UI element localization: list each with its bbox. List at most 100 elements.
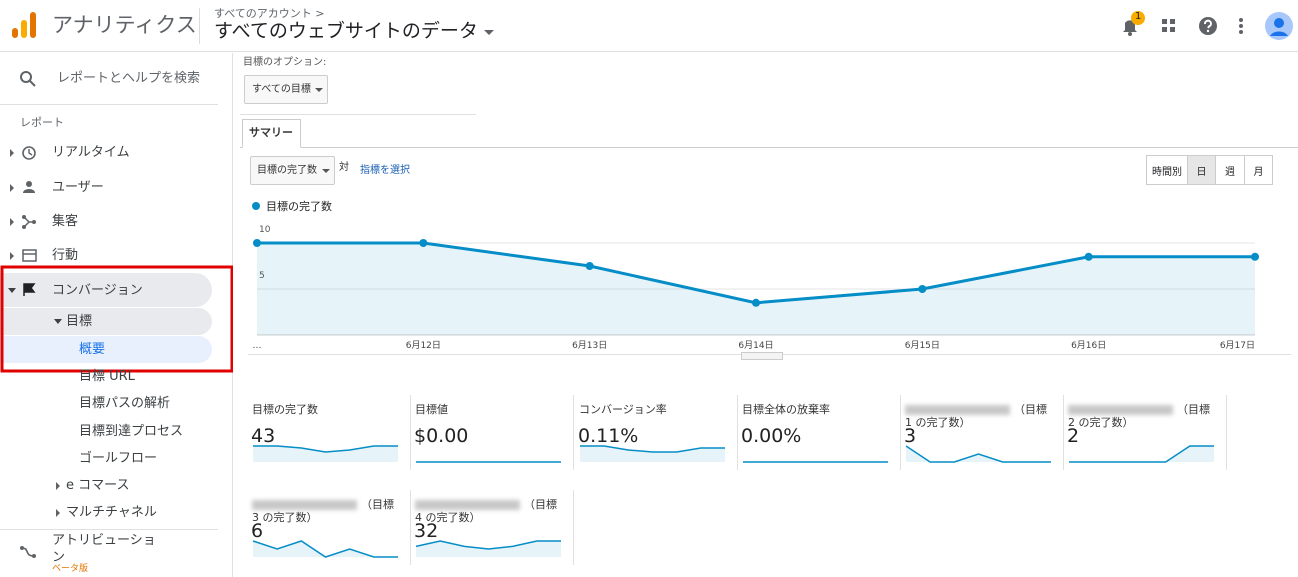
period-button[interactable]: 時間別 <box>1146 155 1188 185</box>
tab-label: サマリー <box>249 126 293 139</box>
metric-value: 2 <box>1067 425 1080 447</box>
sidebar-icons <box>0 146 233 558</box>
metric-label: 目標全体の放棄率 <box>742 403 892 416</box>
nav-item[interactable]: アトリビューション <box>52 533 156 565</box>
dropdown-arrow <box>322 169 330 173</box>
tab[interactable] <box>242 119 301 148</box>
metric-dropdown[interactable] <box>250 156 335 185</box>
x-tick-label: 6月16日 <box>1071 340 1106 351</box>
breadcrumb[interactable]: すべてのアカウント > <box>214 7 325 20</box>
metric-label-text: 目標の完了数 <box>252 403 318 416</box>
dropdown-arrow <box>315 88 323 92</box>
metric-card: （目標 3 の完了数） 6 <box>248 490 411 565</box>
period-button[interactable]: 日 <box>1187 155 1216 185</box>
x-tick-label: 6月12日 <box>406 340 441 351</box>
period-button[interactable]: 月 <box>1244 155 1273 185</box>
metric-card: （目標 4 の完了数） 32 <box>411 490 574 565</box>
help-icon[interactable] <box>1198 16 1218 36</box>
redacted-name <box>415 500 520 510</box>
search-input[interactable]: レポートとヘルプを検索 <box>57 71 201 86</box>
legend-label: 目標の完了数 <box>266 199 332 213</box>
point <box>918 285 927 293</box>
avatar[interactable] <box>1265 12 1293 40</box>
metric-value: 0.00% <box>741 425 802 447</box>
search-icon <box>20 71 36 87</box>
metric-value: 0.11% <box>578 425 639 447</box>
notification-icon[interactable] <box>1118 10 1148 40</box>
plot-area <box>257 215 1255 335</box>
nav-item[interactable]: ユーザー <box>52 180 104 195</box>
goal-dropdown[interactable] <box>244 75 328 104</box>
metric-label: （目標 3 の完了数） <box>252 498 402 524</box>
sparkline <box>252 540 398 558</box>
metric-label-text: コンバージョン率 <box>579 403 667 416</box>
nav-item[interactable]: 目標パスの解析 <box>79 396 171 411</box>
apps-icon[interactable] <box>1162 19 1176 33</box>
metric-label: （目標 1 の完了数） <box>905 403 1055 429</box>
notification-badge: 1 <box>1135 11 1142 22</box>
more-icon[interactable] <box>1238 17 1244 35</box>
section-label: レポート <box>20 116 64 129</box>
sparkline-area <box>253 446 398 462</box>
redacted-name <box>252 500 357 510</box>
metric-label-text: 目標全体の放棄率 <box>742 403 830 416</box>
metric-value: 43 <box>251 425 276 447</box>
metric-label: コンバージョン率 <box>579 403 729 416</box>
beta-label: ベータ版 <box>52 564 89 574</box>
metric-card: 目標の完了数 43 <box>248 395 411 470</box>
property-selector[interactable]: すべてのウェブサイトのデータ <box>214 20 478 42</box>
period-button[interactable]: 週 <box>1215 155 1245 185</box>
x-tick-label: 6月14日 <box>738 340 773 351</box>
point <box>752 298 760 307</box>
nav-item[interactable]: 行動 <box>52 248 79 263</box>
metric-card: 目標値 $0.00 <box>411 395 574 470</box>
metric-label-text: （目標 2 の完了数） <box>1068 403 1210 429</box>
sparkline <box>253 445 398 453</box>
y-tick-label: 5 <box>259 271 265 281</box>
sparkline <box>1069 445 1214 463</box>
point <box>1251 252 1259 261</box>
nav-item[interactable]: e コマース <box>66 478 130 493</box>
area <box>257 243 1255 335</box>
resize-handle[interactable] <box>741 352 783 360</box>
nav-item[interactable]: リアルタイム <box>52 145 130 160</box>
metric-card: コンバージョン率 0.11% <box>575 395 738 470</box>
divider <box>0 529 218 530</box>
metric-value: 6 <box>251 520 264 542</box>
point <box>1084 252 1093 261</box>
tab-baseline <box>240 147 1298 148</box>
nav-item[interactable]: マルチチャネル <box>66 505 157 520</box>
y-tick-label: 10 <box>259 225 271 235</box>
point <box>585 262 594 270</box>
metric-card: 目標全体の放棄率 0.00% <box>738 395 901 470</box>
sparkline-area <box>253 541 398 557</box>
nav-item[interactable]: コンバージョン <box>52 283 143 298</box>
x-tick-label: 6月17日 <box>1220 340 1255 351</box>
nav-item[interactable]: ゴールフロー <box>79 451 158 466</box>
nav-item[interactable]: 概要 <box>79 342 106 357</box>
metric-label: （目標 2 の完了数） <box>1068 403 1218 429</box>
x-tick-label: 6月13日 <box>572 340 607 351</box>
metric-label-text: （目標 1 の完了数） <box>905 403 1047 429</box>
select-metric-link[interactable]: 指標を選択 <box>360 165 410 176</box>
sparkline <box>905 445 1051 463</box>
nav-item[interactable]: 目標 URL <box>79 369 135 384</box>
metric-label-text: （目標 4 の完了数） <box>415 498 557 524</box>
nav-item[interactable]: 目標到達プロセス <box>79 424 184 439</box>
metric-label-text: 目標値 <box>415 403 448 416</box>
sparkline <box>415 540 561 550</box>
nav-item[interactable]: 目標 <box>66 314 93 329</box>
redacted-name <box>1068 405 1173 415</box>
goal-dropdown-text: すべての目標 <box>252 84 311 95</box>
sparkline <box>580 445 725 453</box>
versus: 対 <box>339 162 349 173</box>
metric-label: 目標の完了数 <box>252 403 402 416</box>
metric-value: $0.00 <box>414 425 469 447</box>
metric-value: 32 <box>414 520 439 542</box>
metric-label: （目標 4 の完了数） <box>415 498 565 524</box>
active-group <box>0 273 212 307</box>
legend-swatch <box>252 202 260 210</box>
nav-item[interactable]: 集客 <box>52 214 79 229</box>
